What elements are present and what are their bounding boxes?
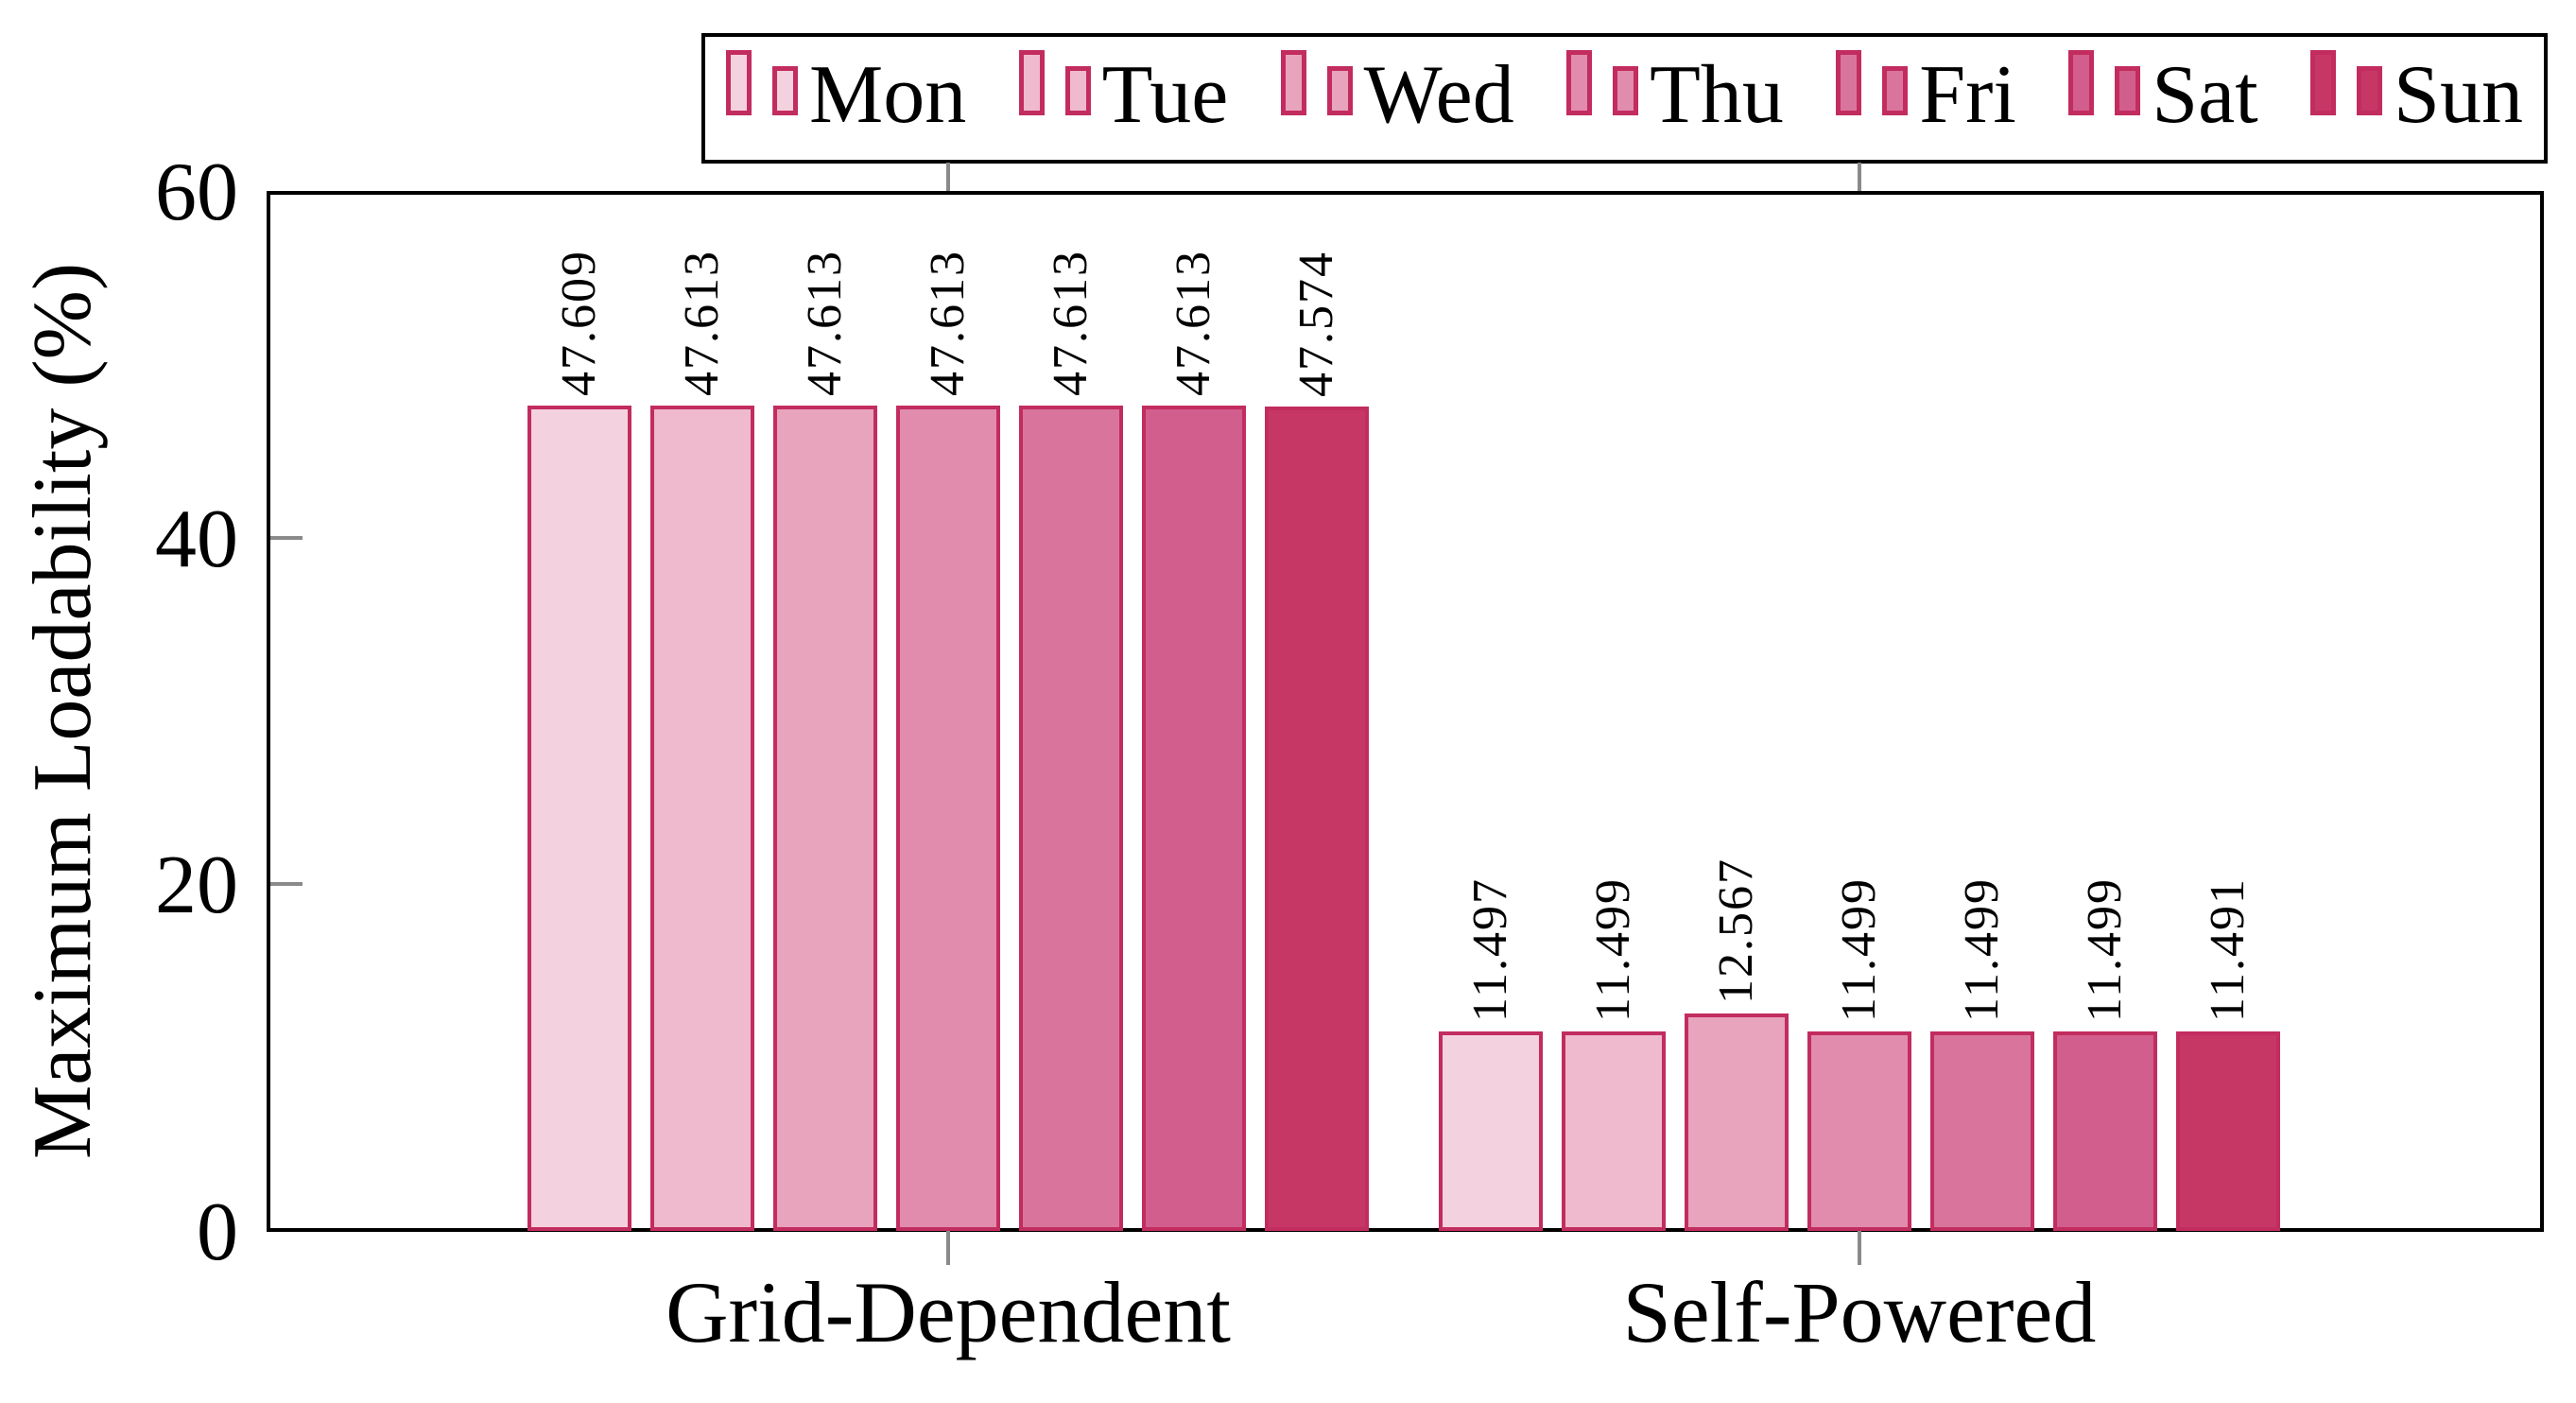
bar bbox=[773, 406, 877, 1231]
x-tick-mark-bottom bbox=[946, 1231, 950, 1265]
legend-entry: Mon bbox=[726, 37, 966, 160]
legend-entry-label: Tue bbox=[1101, 49, 1229, 141]
y-tick-mark bbox=[270, 535, 303, 540]
legend-bar-tall-icon bbox=[2310, 50, 2337, 115]
x-tick-mark-top bbox=[946, 163, 950, 191]
bar-value-label: 11.499 bbox=[1832, 877, 1886, 1023]
y-tick-label: 60 bbox=[155, 147, 238, 238]
bar bbox=[1142, 406, 1246, 1231]
legend-bar-short-icon bbox=[2357, 66, 2383, 115]
legend-entry: Tue bbox=[1018, 37, 1229, 160]
bar bbox=[2176, 1031, 2280, 1231]
bar bbox=[1265, 406, 1369, 1231]
legend-entry: Sun bbox=[2310, 37, 2523, 160]
bar-value-label: 11.499 bbox=[1955, 877, 2009, 1023]
legend-bar-tall-icon bbox=[726, 50, 752, 115]
legend-bars-icon bbox=[2310, 50, 2383, 115]
legend-bars-icon bbox=[726, 50, 798, 115]
legend-entry: Thu bbox=[1566, 37, 1784, 160]
legend-bar-short-icon bbox=[1882, 66, 1909, 115]
legend-entry-label: Sat bbox=[2152, 49, 2258, 141]
bar bbox=[650, 406, 754, 1231]
bar-value-label: 11.497 bbox=[1463, 877, 1517, 1023]
bar bbox=[2053, 1031, 2157, 1231]
x-category-label: Grid-Dependent bbox=[666, 1264, 1231, 1360]
y-axis-label: Maximum Loadability (%) bbox=[17, 262, 109, 1160]
bar bbox=[1807, 1031, 1911, 1231]
legend-bars-icon bbox=[1018, 50, 1091, 115]
legend-bars-icon bbox=[1280, 50, 1353, 115]
legend-entry: Wed bbox=[1280, 37, 1514, 160]
legend-entry-label: Sun bbox=[2394, 49, 2523, 141]
legend-bar-tall-icon bbox=[1018, 50, 1045, 115]
legend: Mon Tue Wed Thu Fri Sat Sun bbox=[701, 33, 2548, 164]
bar bbox=[1562, 1031, 1666, 1231]
plot-area bbox=[267, 191, 2544, 1232]
bar-value-label: 47.613 bbox=[921, 250, 975, 397]
bar-value-label: 47.609 bbox=[552, 250, 606, 397]
bar bbox=[1439, 1031, 1543, 1231]
bar-value-label: 47.574 bbox=[1289, 250, 1343, 397]
bar bbox=[896, 406, 1000, 1231]
x-tick-mark-top bbox=[1858, 163, 1861, 191]
y-tick-mark bbox=[270, 882, 303, 887]
bar-value-label: 11.499 bbox=[2078, 877, 2132, 1023]
legend-entry-label: Mon bbox=[809, 49, 967, 141]
y-tick-label: 20 bbox=[155, 840, 238, 932]
x-category-label: Self-Powered bbox=[1622, 1264, 2097, 1360]
bar-value-label: 47.613 bbox=[1167, 250, 1220, 397]
legend-bars-icon bbox=[1566, 50, 1639, 115]
legend-entry-label: Fri bbox=[1919, 49, 2016, 141]
bar-value-label: 11.491 bbox=[2201, 877, 2255, 1023]
bar-value-label: 12.567 bbox=[1709, 857, 1763, 1004]
legend-bar-short-icon bbox=[1326, 66, 1353, 115]
legend-bar-short-icon bbox=[2115, 66, 2141, 115]
y-tick-label: 0 bbox=[197, 1186, 238, 1278]
legend-bar-short-icon bbox=[772, 66, 798, 115]
bar-value-label: 11.499 bbox=[1586, 877, 1640, 1023]
bar bbox=[527, 406, 631, 1231]
legend-bar-short-icon bbox=[1064, 66, 1091, 115]
bar-value-label: 47.613 bbox=[1044, 250, 1098, 397]
legend-bars-icon bbox=[1836, 50, 1909, 115]
legend-bar-tall-icon bbox=[1566, 50, 1593, 115]
bar bbox=[1930, 1031, 2034, 1231]
legend-entry: Sat bbox=[2068, 37, 2258, 160]
bar bbox=[1019, 406, 1123, 1231]
legend-entry: Fri bbox=[1836, 37, 2016, 160]
legend-bars-icon bbox=[2068, 50, 2141, 115]
y-tick-label: 40 bbox=[155, 493, 238, 585]
bar-value-label: 47.613 bbox=[798, 250, 852, 397]
legend-bar-tall-icon bbox=[1836, 50, 1862, 115]
bar bbox=[1685, 1013, 1789, 1231]
legend-bar-short-icon bbox=[1613, 66, 1639, 115]
legend-entry-label: Wed bbox=[1363, 49, 1514, 141]
legend-entry-label: Thu bbox=[1650, 49, 1784, 141]
legend-bar-tall-icon bbox=[1280, 50, 1306, 115]
bar-value-label: 47.613 bbox=[675, 250, 729, 397]
legend-bar-tall-icon bbox=[2068, 50, 2095, 115]
x-tick-mark-bottom bbox=[1858, 1231, 1861, 1265]
